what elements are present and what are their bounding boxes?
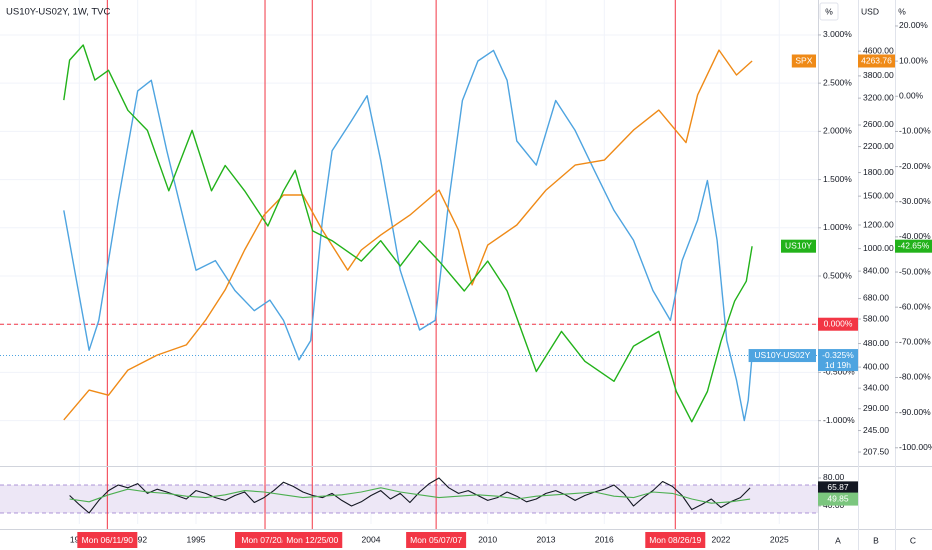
- y-tick-label: 1800.00: [863, 167, 894, 177]
- axis-header-box[interactable]: [819, 2, 839, 21]
- y-tick-label: -20.00%: [899, 161, 931, 171]
- y-tick-label: 0.000%: [824, 318, 853, 328]
- event-tag: [406, 532, 467, 548]
- y-tick-label: 1.000%: [823, 222, 852, 232]
- y-tick-label: 0.500%: [823, 270, 852, 280]
- scale-button[interactable]: A: [835, 535, 841, 545]
- axis-header: %: [898, 6, 906, 16]
- series-name: US10Y-US02Y: [754, 350, 810, 360]
- series-name: US10Y: [785, 240, 812, 250]
- y-tick-label: 245.00: [863, 425, 889, 435]
- series-line: [69, 487, 751, 504]
- event-label: Mon 07/20/9: [241, 535, 289, 545]
- y-tick-label: -80.00%: [899, 372, 931, 382]
- y-tick-label: 840.00: [863, 265, 889, 275]
- y-tick-label: 10.00%: [899, 55, 928, 65]
- chart-title: US10Y-US02Y, 1W, TVC: [6, 7, 111, 18]
- last-value-label: 49.85: [827, 493, 849, 503]
- y-tick-label: 680.00: [863, 293, 889, 303]
- series-name-tag: [781, 239, 816, 253]
- x-tick-label: 2016: [595, 534, 614, 544]
- event-label: Mon 06/11/90: [82, 535, 134, 545]
- axis-header: USD: [861, 6, 879, 16]
- event-tag: [282, 532, 343, 548]
- y-tick-label: 3800.00: [863, 70, 894, 80]
- last-value-tag: [858, 54, 895, 68]
- y-tick-label: 580.00: [863, 313, 889, 323]
- last-value-tag: [818, 492, 858, 506]
- y-tick-label: 20.00%: [899, 20, 928, 30]
- series-line: [63, 44, 753, 423]
- y-tick-label: 1200.00: [863, 219, 894, 229]
- x-tick-label: 2004: [362, 534, 381, 544]
- event-label: Mon 05/07/07: [410, 535, 462, 545]
- y-tick-label: 340.00: [863, 382, 889, 392]
- y-tick-label: 3.000%: [823, 29, 852, 39]
- y-tick-label: 4600.00: [863, 45, 894, 55]
- y-tick-label: -1.000%: [823, 415, 855, 425]
- x-tick-label: 2010: [478, 534, 497, 544]
- series-line: [63, 49, 753, 421]
- x-tick-label: 2013: [537, 534, 556, 544]
- event-tag: [77, 532, 138, 548]
- y-tick-label: 0.00%: [899, 91, 924, 101]
- last-value-label: -42.65%: [898, 240, 930, 250]
- y-tick-label: -0.500%: [823, 367, 855, 377]
- y-tick-label: 3200.00: [863, 92, 894, 102]
- y-tick-label: -40.00%: [899, 231, 931, 241]
- y-tick-label: -10.00%: [899, 126, 931, 136]
- y-tick-label: 207.50: [863, 446, 889, 456]
- last-value-label: -0.325%: [822, 350, 854, 360]
- x-tick-label: 1995: [187, 534, 206, 544]
- y-tick-label: -60.00%: [899, 301, 931, 311]
- scale-button[interactable]: C: [910, 535, 916, 545]
- y-tick-label: 1000.00: [863, 243, 894, 253]
- time-layer: 198919921995200420102013201620222025Mon …: [70, 532, 789, 548]
- y-tick-label: 480.00: [863, 338, 889, 348]
- event-tag: [645, 532, 706, 548]
- last-value-tag: [818, 481, 858, 495]
- last-value-label: 4263.76: [861, 55, 892, 65]
- y-tick-label: -70.00%: [899, 337, 931, 347]
- y-tick-label: 1500.00: [863, 190, 894, 200]
- y-tick-label: -90.00%: [899, 407, 931, 417]
- x-tick-label: 2022: [712, 534, 731, 544]
- y-tick-label: 2200.00: [863, 141, 894, 151]
- series-name: SPX: [795, 55, 812, 65]
- y-tick-label: 2.500%: [823, 77, 852, 87]
- series-name-tag: [748, 349, 816, 363]
- y-tick-label: -50.00%: [899, 266, 931, 276]
- series-line: [69, 477, 751, 514]
- event-label: Mon 08/26/19: [649, 535, 701, 545]
- scale-button[interactable]: B: [873, 535, 879, 545]
- series-layer: [0, 44, 818, 514]
- axis-header: %: [825, 6, 833, 16]
- y-tick-label: 2600.00: [863, 119, 894, 129]
- x-tick-label: 2025: [770, 534, 789, 544]
- y-tick-label: 80.00: [823, 472, 845, 482]
- series-name-tag: [791, 54, 816, 68]
- y-tick-label: -100.00%: [899, 442, 932, 452]
- countdown: 1d 19h: [825, 360, 851, 370]
- series-line: [63, 49, 753, 422]
- tag-layer: 0.000% -0.325%1d 19h US10Y-US02Y 4263.76 SPX…: [748, 54, 932, 506]
- y-tick-label: -30.00%: [899, 196, 931, 206]
- y-tick-label: 290.00: [863, 403, 889, 413]
- event-label: Mon 12/25/00: [286, 535, 338, 545]
- band: [0, 484, 818, 513]
- event-tag: [235, 532, 296, 548]
- last-value-tag: [895, 239, 932, 253]
- y-tick-label: 400.00: [863, 361, 889, 371]
- y-tick-label: 1.500%: [823, 174, 852, 184]
- last-value-label: 65.87: [827, 482, 849, 492]
- grid-layer: [0, 0, 818, 524]
- y-tick-label: 2.000%: [823, 126, 852, 136]
- last-value-tag: [818, 349, 858, 372]
- zero-tag: [818, 317, 858, 331]
- x-tick-label: 1992: [128, 534, 147, 544]
